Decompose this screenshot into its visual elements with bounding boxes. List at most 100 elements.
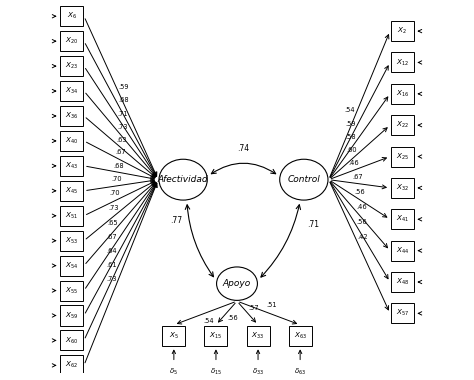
Text: $X_{51}$: $X_{51}$: [65, 211, 78, 221]
Text: $X_{62}$: $X_{62}$: [65, 360, 78, 370]
Text: $X_{45}$: $X_{45}$: [65, 186, 78, 196]
FancyBboxPatch shape: [391, 84, 414, 104]
Text: $X_{63}$: $X_{63}$: [293, 331, 307, 341]
Text: .67: .67: [352, 174, 363, 180]
Text: .59: .59: [118, 84, 128, 90]
FancyBboxPatch shape: [60, 31, 83, 51]
Text: $X_{12}$: $X_{12}$: [396, 57, 409, 68]
Text: .57: .57: [248, 305, 259, 311]
FancyBboxPatch shape: [60, 56, 83, 76]
Ellipse shape: [280, 159, 328, 200]
FancyBboxPatch shape: [163, 326, 185, 346]
FancyBboxPatch shape: [391, 21, 414, 41]
FancyBboxPatch shape: [391, 209, 414, 229]
Text: .73: .73: [108, 205, 118, 211]
Text: $X_6$: $X_6$: [67, 11, 77, 21]
FancyBboxPatch shape: [60, 6, 83, 26]
Text: $\delta_{15}$: $\delta_{15}$: [210, 367, 222, 377]
Text: .70: .70: [109, 190, 120, 196]
FancyBboxPatch shape: [60, 206, 83, 226]
Text: .56: .56: [356, 219, 367, 225]
Text: $X_{22}$: $X_{22}$: [396, 120, 409, 130]
FancyBboxPatch shape: [391, 241, 414, 261]
Text: $X_{59}$: $X_{59}$: [65, 310, 78, 321]
FancyBboxPatch shape: [60, 330, 83, 350]
Text: $X_{43}$: $X_{43}$: [65, 161, 78, 171]
Text: .73: .73: [106, 276, 117, 282]
Text: $X_{33}$: $X_{33}$: [251, 331, 264, 341]
Text: .65: .65: [107, 220, 118, 225]
Text: .54: .54: [203, 318, 214, 324]
Text: $X_{44}$: $X_{44}$: [396, 245, 409, 256]
Text: $\delta_5$: $\delta_5$: [169, 367, 178, 377]
Text: .67: .67: [115, 149, 126, 155]
Text: .60: .60: [346, 147, 357, 153]
Text: .68: .68: [113, 163, 124, 168]
Text: $X_5$: $X_5$: [169, 331, 179, 341]
FancyBboxPatch shape: [60, 306, 83, 326]
FancyBboxPatch shape: [246, 326, 270, 346]
Text: .63: .63: [117, 136, 127, 142]
Text: $X_{34}$: $X_{34}$: [65, 86, 78, 96]
FancyBboxPatch shape: [391, 52, 414, 73]
Text: .58: .58: [346, 134, 356, 140]
Text: .46: .46: [356, 204, 366, 210]
FancyBboxPatch shape: [289, 326, 311, 346]
Text: .71: .71: [307, 220, 319, 229]
Text: .64: .64: [106, 248, 117, 254]
FancyBboxPatch shape: [391, 178, 414, 198]
Text: $X_{36}$: $X_{36}$: [65, 111, 78, 121]
FancyBboxPatch shape: [60, 256, 83, 276]
Text: .73: .73: [117, 124, 128, 130]
Text: $X_{16}$: $X_{16}$: [396, 89, 409, 99]
Text: $X_{40}$: $X_{40}$: [65, 136, 78, 146]
Text: .71: .71: [118, 111, 128, 117]
Text: $\delta_{63}$: $\delta_{63}$: [294, 367, 306, 377]
Text: $X_{60}$: $X_{60}$: [65, 335, 78, 345]
Ellipse shape: [217, 267, 257, 300]
Text: .67: .67: [107, 234, 117, 240]
Text: .51: .51: [266, 302, 277, 309]
FancyBboxPatch shape: [60, 106, 83, 126]
Text: Apoyo: Apoyo: [223, 279, 251, 288]
Text: Afectividad: Afectividad: [158, 175, 209, 184]
Text: .56: .56: [355, 189, 365, 195]
FancyBboxPatch shape: [204, 326, 228, 346]
Text: $X_{57}$: $X_{57}$: [396, 308, 409, 318]
Text: $X_{53}$: $X_{53}$: [65, 236, 78, 246]
Text: $X_{54}$: $X_{54}$: [65, 261, 78, 271]
Text: $X_2$: $X_2$: [397, 26, 407, 36]
FancyBboxPatch shape: [60, 355, 83, 375]
Text: .77: .77: [170, 216, 182, 225]
Text: $\delta_{33}$: $\delta_{33}$: [252, 367, 264, 377]
FancyBboxPatch shape: [60, 181, 83, 201]
Text: .59: .59: [345, 121, 356, 127]
Text: $X_{41}$: $X_{41}$: [396, 214, 409, 224]
Text: $X_{25}$: $X_{25}$: [396, 152, 409, 162]
FancyBboxPatch shape: [391, 147, 414, 166]
Text: .54: .54: [345, 107, 356, 113]
Text: .70: .70: [111, 176, 122, 182]
Text: $X_{15}$: $X_{15}$: [210, 331, 223, 341]
FancyBboxPatch shape: [391, 303, 414, 323]
Text: $X_{32}$: $X_{32}$: [396, 183, 409, 193]
Text: $X_{20}$: $X_{20}$: [65, 36, 78, 46]
Text: .56: .56: [228, 315, 238, 321]
FancyBboxPatch shape: [60, 280, 83, 301]
FancyBboxPatch shape: [391, 272, 414, 292]
Text: .68: .68: [118, 97, 128, 103]
Text: .46: .46: [348, 160, 359, 166]
Text: $X_{55}$: $X_{55}$: [65, 285, 78, 296]
FancyBboxPatch shape: [60, 81, 83, 101]
FancyBboxPatch shape: [60, 231, 83, 251]
Ellipse shape: [159, 159, 207, 200]
Text: .61: .61: [106, 262, 117, 268]
FancyBboxPatch shape: [60, 131, 83, 151]
Text: Control: Control: [287, 175, 320, 184]
Text: $X_{23}$: $X_{23}$: [65, 61, 78, 71]
FancyBboxPatch shape: [391, 115, 414, 135]
Text: $X_{48}$: $X_{48}$: [396, 277, 409, 287]
Text: .74: .74: [237, 144, 250, 153]
Text: .42: .42: [357, 234, 368, 240]
FancyBboxPatch shape: [60, 156, 83, 176]
